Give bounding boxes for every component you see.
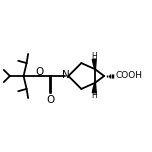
Text: O: O — [47, 95, 55, 105]
Text: H: H — [92, 91, 97, 100]
Text: COOH: COOH — [116, 71, 143, 80]
Polygon shape — [92, 59, 96, 69]
Text: N: N — [62, 70, 69, 80]
Text: H: H — [92, 52, 97, 61]
Polygon shape — [92, 83, 96, 93]
Text: O: O — [35, 67, 43, 77]
